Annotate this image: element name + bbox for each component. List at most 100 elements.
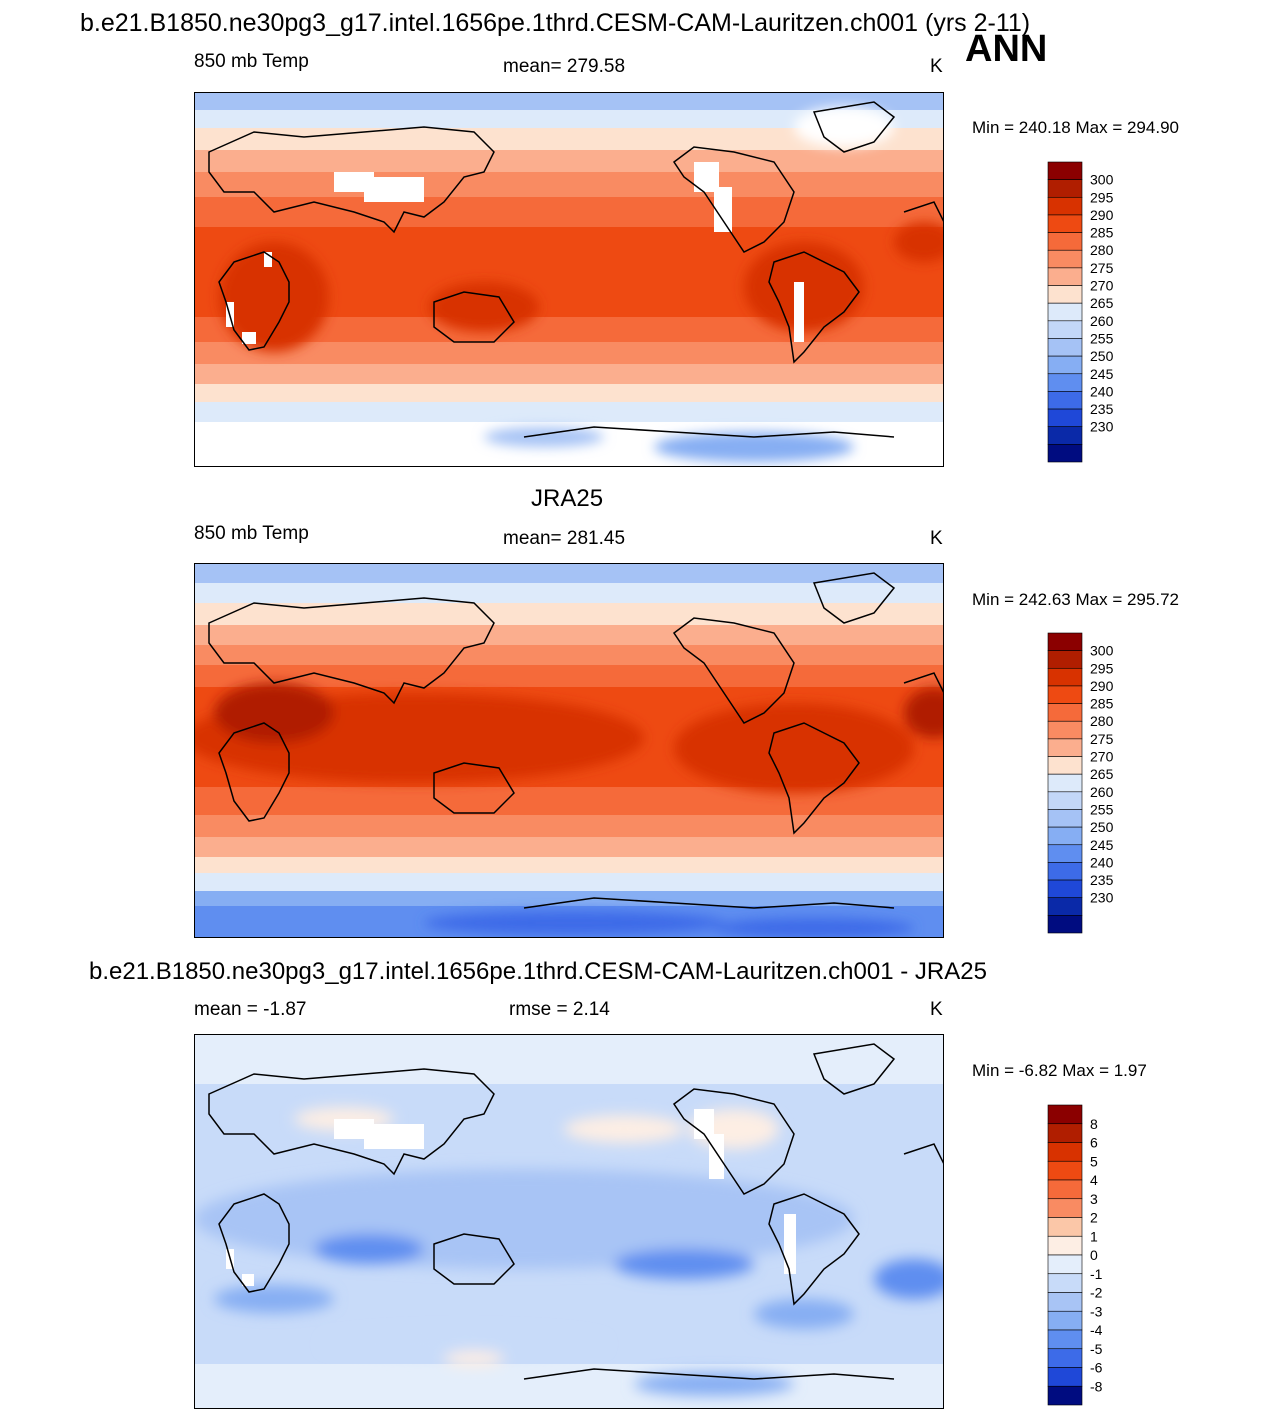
colorbar-swatch bbox=[1047, 285, 1083, 304]
colorbar-swatch bbox=[1047, 809, 1083, 828]
colorbar-swatch bbox=[1047, 1310, 1083, 1331]
colorbar-swatch bbox=[1047, 703, 1083, 722]
colorbar-tick-label: 265 bbox=[1090, 766, 1114, 782]
colorbar-tick-label: 290 bbox=[1090, 207, 1114, 223]
missing-data-mask bbox=[226, 162, 804, 344]
colorbar-tick-label: 280 bbox=[1090, 713, 1114, 729]
colorbar-swatch bbox=[1047, 879, 1083, 899]
colorbar-swatch bbox=[1047, 1142, 1083, 1162]
colorbar-tick-label: 285 bbox=[1090, 225, 1114, 241]
colorbar-tick-label: 290 bbox=[1090, 678, 1114, 694]
colorbar-tick-label: 270 bbox=[1090, 278, 1114, 294]
colorbar-swatch bbox=[1047, 791, 1083, 810]
colorbar-swatch bbox=[1047, 685, 1083, 704]
colorbar-swatch bbox=[1047, 302, 1083, 322]
colorbar-tick-label: 235 bbox=[1090, 401, 1114, 417]
colorbar-swatch bbox=[1047, 426, 1083, 445]
figure-title: b.e21.B1850.ne30pg3_g17.intel.1656pe.1th… bbox=[80, 9, 1031, 37]
colorbar-swatch bbox=[1047, 738, 1083, 757]
colorbar-swatch bbox=[1047, 161, 1083, 180]
colorbar-tick-label: -6 bbox=[1090, 1360, 1103, 1376]
colorbar-tick-label: 245 bbox=[1090, 837, 1114, 853]
colorbar-tick-label: 295 bbox=[1090, 660, 1114, 676]
colorbar-tick-label: 4 bbox=[1090, 1172, 1098, 1188]
colorbar-tick-label: -1 bbox=[1090, 1266, 1103, 1282]
colorbar-swatch bbox=[1047, 1123, 1083, 1143]
colorbar-swatch bbox=[1047, 1367, 1083, 1387]
panel3-mean-label: mean = -1.87 bbox=[194, 999, 307, 1020]
colorbar-swatch bbox=[1047, 667, 1083, 687]
colorbar-tick-label: 275 bbox=[1090, 731, 1114, 747]
season-label: ANN bbox=[965, 28, 1048, 70]
colorbar-tick-label: 300 bbox=[1090, 643, 1114, 659]
colorbar-tick-label: 240 bbox=[1090, 854, 1114, 870]
colorbar-tick-label: 1 bbox=[1090, 1228, 1098, 1244]
colorbar-swatch bbox=[1047, 773, 1083, 793]
colorbar-swatch bbox=[1047, 756, 1083, 775]
colorbar-swatch bbox=[1047, 1104, 1083, 1125]
colorbar-swatch bbox=[1047, 391, 1083, 410]
panel2-title: JRA25 bbox=[531, 485, 604, 512]
coastlines bbox=[208, 101, 944, 438]
colorbar-tick-label: 295 bbox=[1090, 189, 1114, 205]
colorbar-tick-label: 260 bbox=[1090, 784, 1114, 800]
colorbar-swatch bbox=[1047, 1198, 1083, 1218]
difference-map bbox=[194, 1034, 944, 1409]
colorbar-swatch bbox=[1047, 1217, 1083, 1237]
colorbar-tick-label: 2 bbox=[1090, 1210, 1098, 1226]
colorbar-swatch bbox=[1047, 897, 1083, 916]
panel3-title: b.e21.B1850.ne30pg3_g17.intel.1656pe.1th… bbox=[89, 958, 987, 985]
colorbar-tick-label: 280 bbox=[1090, 242, 1114, 258]
colorbar-tick-label: 235 bbox=[1090, 872, 1114, 888]
colorbar-tick-label: 265 bbox=[1090, 295, 1114, 311]
panel3-rmse-label: rmse = 2.14 bbox=[509, 999, 610, 1020]
reanalysis-temperature-map bbox=[194, 563, 944, 938]
colorbar-swatch bbox=[1047, 232, 1083, 251]
panel2-units-label: K bbox=[930, 528, 943, 549]
colorbar-tick-label: -8 bbox=[1090, 1378, 1103, 1394]
colorbar-tick-label: 6 bbox=[1090, 1135, 1098, 1151]
colorbar-swatch bbox=[1047, 650, 1083, 669]
colorbar-tick-label: 245 bbox=[1090, 366, 1114, 382]
panel2-variable-label: 850 mb Temp bbox=[194, 523, 309, 544]
colorbar-tick-label: 5 bbox=[1090, 1153, 1098, 1169]
colorbar-tick-label: 3 bbox=[1090, 1191, 1098, 1207]
colorbar-swatch bbox=[1047, 915, 1083, 934]
colorbar-swatch bbox=[1047, 320, 1083, 339]
colorbar-tick-label: 8 bbox=[1090, 1116, 1098, 1132]
colorbar-swatch bbox=[1047, 196, 1083, 216]
colorbar-tick-label: 255 bbox=[1090, 801, 1114, 817]
colorbar-tick-label: 275 bbox=[1090, 260, 1114, 276]
panel1-variable-label: 850 mb Temp bbox=[194, 51, 309, 72]
model-temperature-map bbox=[194, 92, 944, 467]
colorbar-diff: 8 6 5 4 3 2 1 0 -1 -2 -3 -4 -5 -6 -8 bbox=[1047, 1104, 1103, 1406]
panel1-units-label: K bbox=[930, 56, 943, 77]
colorbar-swatch bbox=[1047, 1348, 1083, 1368]
colorbar-tick-label: 250 bbox=[1090, 819, 1114, 835]
colorbar-swatch bbox=[1047, 844, 1083, 863]
colorbar-tick-label: -3 bbox=[1090, 1303, 1103, 1319]
colorbar-swatch bbox=[1047, 632, 1083, 651]
colorbar-swatch bbox=[1047, 862, 1083, 881]
colorbar-swatch bbox=[1047, 267, 1083, 286]
colorbar-swatch bbox=[1047, 373, 1083, 392]
colorbar-swatch bbox=[1047, 179, 1083, 198]
colorbar-tick-label: 250 bbox=[1090, 348, 1114, 364]
colorbar-swatch bbox=[1047, 1179, 1083, 1200]
colorbar-tick-label: 240 bbox=[1090, 383, 1114, 399]
colorbar-tick-label: 0 bbox=[1090, 1247, 1098, 1263]
colorbar-swatch bbox=[1047, 355, 1083, 375]
panel3-minmax: Min = -6.82 Max = 1.97 bbox=[972, 1061, 1147, 1080]
missing-data-mask bbox=[226, 1109, 796, 1286]
colorbar-swatch bbox=[1047, 1329, 1083, 1350]
colorbar-tick-label: 255 bbox=[1090, 330, 1114, 346]
colorbar-tick-label: 285 bbox=[1090, 696, 1114, 712]
colorbar-swatch bbox=[1047, 1254, 1083, 1275]
colorbar-swatch bbox=[1047, 338, 1083, 357]
colorbar-swatch bbox=[1047, 826, 1083, 846]
colorbar-swatch bbox=[1047, 1385, 1083, 1406]
colorbar-swatch bbox=[1047, 444, 1083, 463]
coastlines bbox=[208, 1043, 944, 1380]
